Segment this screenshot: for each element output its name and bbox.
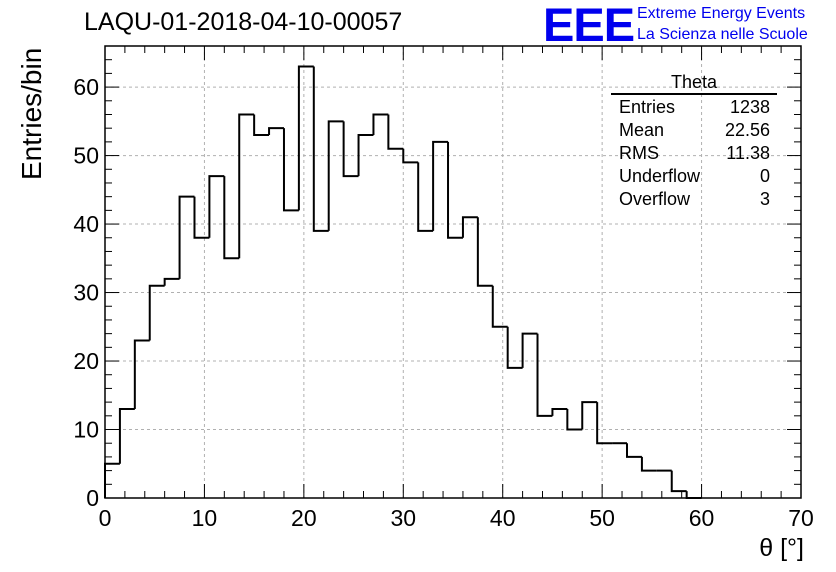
histogram-bin bbox=[536, 333, 553, 417]
stats-title: Theta bbox=[611, 72, 777, 95]
stats-row-underflow: Underflow 0 bbox=[611, 165, 777, 188]
x-tick-label: 10 bbox=[192, 505, 218, 531]
axes-box bbox=[104, 45, 802, 499]
x-tick-label: 0 bbox=[99, 505, 112, 531]
x-tick-label: 70 bbox=[788, 505, 814, 531]
histogram-bin bbox=[133, 339, 150, 409]
x-axis: 0 10 20 30 40 50 60 70 bbox=[99, 46, 814, 531]
histogram-bin bbox=[432, 140, 449, 231]
histogram-bin bbox=[581, 401, 598, 430]
histogram-bin bbox=[297, 65, 314, 211]
organization-line-2: La Scienza nelle Scuole bbox=[637, 26, 808, 43]
histogram-bin bbox=[685, 491, 702, 499]
histogram-bin bbox=[208, 175, 225, 238]
histogram-bin bbox=[387, 114, 404, 150]
y-tick-label: 20 bbox=[73, 348, 99, 374]
histogram-bin bbox=[118, 407, 135, 464]
histogram-bin bbox=[104, 462, 120, 498]
histogram-bin bbox=[282, 128, 299, 212]
histogram-bin bbox=[626, 443, 642, 458]
histogram-bin bbox=[640, 456, 657, 472]
histogram-bin bbox=[268, 127, 284, 136]
y-tick-label: 50 bbox=[73, 143, 99, 169]
stats-row-overflow: Overflow 3 bbox=[611, 188, 777, 211]
plot-frame bbox=[104, 45, 802, 499]
chart-title: LAQU-01-2018-04-10-00057 bbox=[84, 8, 403, 36]
histogram-bin bbox=[551, 407, 568, 416]
histogram-bin bbox=[342, 121, 359, 178]
y-axis-label: Entries/bin bbox=[16, 47, 47, 180]
histogram-bin bbox=[670, 470, 687, 493]
stats-value: 0 bbox=[759, 166, 770, 186]
histogram-bin bbox=[521, 332, 538, 368]
organization-label: Extreme Energy Events La Scienza nelle S… bbox=[637, 3, 808, 45]
x-tick-label: 50 bbox=[589, 505, 615, 531]
histogram-bin bbox=[476, 217, 493, 287]
histogram-bin bbox=[327, 120, 344, 231]
stats-label: Mean bbox=[619, 120, 665, 140]
histogram-bin bbox=[223, 176, 240, 260]
stats-value: 11.38 bbox=[726, 143, 770, 163]
y-tick-label: 60 bbox=[73, 74, 99, 100]
histogram-bin bbox=[566, 408, 583, 431]
histogram-bin bbox=[596, 402, 613, 445]
stats-value: 3 bbox=[759, 189, 770, 209]
histogram-bin bbox=[238, 113, 255, 259]
y-tick-label: 40 bbox=[73, 211, 99, 237]
histogram-bin bbox=[461, 216, 478, 238]
stats-value: 22.56 bbox=[724, 120, 770, 140]
organization-line-1: Extreme Energy Events bbox=[637, 5, 806, 22]
histogram-bin bbox=[372, 113, 389, 136]
y-tick-label: 30 bbox=[73, 280, 99, 306]
stats-row-rms: RMS 11.38 bbox=[611, 142, 777, 165]
y-tick-label: 0 bbox=[86, 485, 99, 511]
stats-box: Theta Entries 1238 Mean 22.56 RMS 11.38 … bbox=[611, 72, 777, 211]
stats-label: Underflow bbox=[619, 166, 701, 186]
histogram-bin bbox=[357, 134, 374, 177]
grid-lines bbox=[105, 46, 801, 498]
histogram-bin bbox=[178, 195, 195, 279]
x-axis-label: θ [°] bbox=[759, 534, 804, 562]
histogram-bin bbox=[312, 66, 329, 232]
histogram-bin bbox=[447, 141, 463, 239]
stats-value: 1238 bbox=[729, 97, 770, 117]
stats-row-mean: Mean 22.56 bbox=[611, 119, 777, 142]
eee-logo: EEE bbox=[543, 0, 635, 51]
histogram-bin bbox=[148, 284, 165, 341]
histogram-bin bbox=[163, 277, 180, 286]
x-tick-label: 20 bbox=[291, 505, 317, 531]
histogram-bin bbox=[417, 162, 434, 232]
stats-row-entries: Entries 1238 bbox=[611, 96, 777, 119]
stats-label: RMS bbox=[619, 143, 659, 163]
histogram-series bbox=[104, 65, 702, 499]
histogram-bin bbox=[506, 326, 523, 369]
histogram-bin bbox=[193, 196, 210, 239]
stats-label: Overflow bbox=[619, 189, 691, 209]
x-tick-label: 30 bbox=[390, 505, 416, 531]
stats-label: Entries bbox=[619, 97, 676, 117]
x-tick-label: 40 bbox=[490, 505, 516, 531]
histogram-bin bbox=[253, 114, 270, 137]
histogram-bin bbox=[491, 285, 508, 328]
histogram-bin bbox=[402, 148, 419, 164]
x-tick-label: 60 bbox=[689, 505, 715, 531]
y-tick-label: 10 bbox=[73, 417, 99, 443]
